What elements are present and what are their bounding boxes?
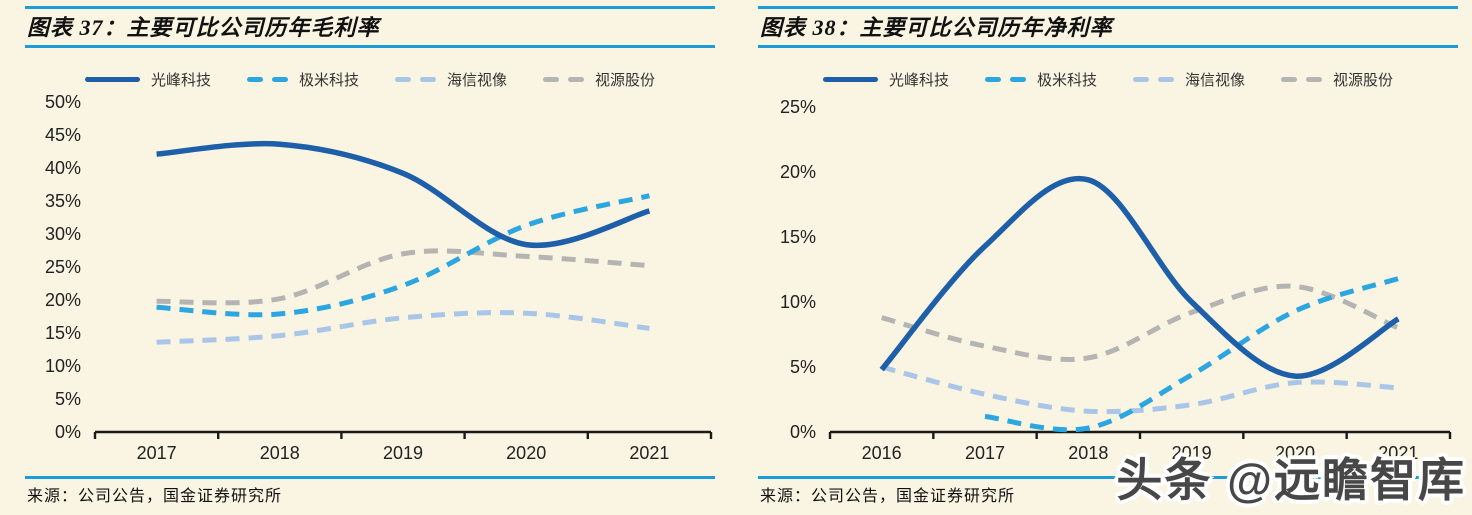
divider-top — [25, 6, 715, 9]
watermark: 头条 @远瞻智库 — [1116, 454, 1466, 506]
dashed-line-swatch — [984, 76, 1026, 82]
dashed-line-swatch — [246, 76, 288, 82]
divider-under-title — [758, 45, 1458, 48]
y-tick-label: 10% — [780, 292, 816, 312]
figure-38-title: 图表 38：主要可比公司历年净利率 — [760, 15, 1113, 40]
legend-label: 视源股份 — [595, 71, 656, 89]
x-tick-label: 2017 — [965, 443, 1005, 463]
y-tick-label: 0% — [790, 422, 816, 442]
y-tick-label: 50% — [45, 94, 81, 112]
y-tick-label: 0% — [55, 422, 81, 442]
x-tick-label: 2019 — [1172, 443, 1212, 463]
series-line-海信视像 — [156, 310, 650, 345]
legend-item-视源股份: 视源股份 — [543, 69, 655, 90]
y-tick-label: 35% — [45, 191, 81, 211]
legend-item-海信视像: 海信视像 — [395, 69, 507, 90]
y-tick-label: 10% — [45, 356, 81, 376]
figure-37: 图表 37：主要可比公司历年毛利率 光峰科技 极米科技 海信视像 视源股份 0% 5% 1… — [25, 0, 715, 515]
series-line-视源股份 — [156, 248, 650, 306]
legend-item-视源股份: 视源股份 — [1281, 69, 1393, 90]
solid-line-swatch — [822, 76, 878, 82]
legend-item-光峰科技: 光峰科技 — [84, 69, 211, 90]
legend-label: 极米科技 — [1036, 71, 1097, 89]
y-tick-label: 40% — [45, 158, 81, 178]
figure-37-title: 图表 37：主要可比公司历年毛利率 — [27, 15, 380, 40]
figure-38-legend: 光峰科技 极米科技 海信视像 视源股份 — [758, 68, 1458, 90]
divider-top — [758, 6, 1458, 9]
x-tick-label: 2018 — [1068, 443, 1108, 463]
series-line-极米科技 — [984, 276, 1400, 433]
series-line-极米科技 — [156, 193, 650, 318]
divider-bottom — [758, 476, 1458, 479]
x-tick-label: 2018 — [260, 443, 300, 463]
legend-item-海信视像: 海信视像 — [1133, 69, 1245, 90]
x-tick-label: 2019 — [383, 443, 423, 463]
legend-item-极米科技: 极米科技 — [984, 69, 1097, 90]
figure-37-source: 来源：公司公告，国金证券研究所 — [27, 488, 283, 505]
x-tick-label: 2021 — [629, 443, 669, 463]
x-tick-label: 2020 — [1275, 443, 1315, 463]
legend-label: 视源股份 — [1333, 71, 1394, 89]
series-line-光峰科技 — [879, 175, 1400, 379]
x-tick-label: 2020 — [506, 443, 546, 463]
legend-label: 海信视像 — [1185, 71, 1246, 89]
legend-item-极米科技: 极米科技 — [246, 69, 359, 90]
figure-38-source: 来源：公司公告，国金证券研究所 — [760, 488, 1016, 505]
y-tick-label: 45% — [45, 125, 81, 145]
y-tick-label: 15% — [780, 227, 816, 247]
y-tick-label: 5% — [55, 389, 81, 409]
y-tick-label: 15% — [45, 323, 81, 343]
dashed-line-swatch — [395, 76, 436, 82]
series-line-海信视像 — [881, 364, 1399, 415]
y-tick-label: 5% — [790, 357, 816, 377]
dashed-line-swatch — [1281, 76, 1323, 82]
series-line-视源股份 — [881, 283, 1400, 362]
divider-bottom — [25, 476, 715, 479]
figure-38-plot: 0% 5% 10% 15% 20% 25% 2016 2017 2018 2019 2020 2021 — [780, 97, 1452, 463]
y-tick-label: 20% — [780, 162, 816, 182]
legend-label: 海信视像 — [447, 71, 508, 89]
y-tick-label: 20% — [45, 290, 81, 310]
legend-label: 光峰科技 — [888, 71, 949, 89]
figure-37-plot: 0% 5% 10% 15% 20% 25% 30% 35% 40% 45% 50% 2017 2018 2… — [45, 94, 713, 463]
legend-label: 极米科技 — [298, 71, 359, 89]
series-line-光峰科技 — [156, 140, 651, 249]
legend-label: 光峰科技 — [150, 71, 211, 89]
dashed-line-swatch — [543, 76, 585, 82]
x-tick-label: 2017 — [137, 443, 177, 463]
figure-38: 图表 38：主要可比公司历年净利率 光峰科技 极米科技 海信视像 视源股份 0% 5% 1… — [758, 0, 1458, 515]
divider-under-title — [25, 45, 715, 48]
legend-item-光峰科技: 光峰科技 — [822, 69, 949, 90]
y-tick-label: 25% — [45, 257, 81, 277]
y-tick-label: 30% — [45, 224, 81, 244]
solid-line-swatch — [84, 76, 140, 82]
dashed-line-swatch — [1133, 76, 1174, 82]
x-tick-label: 2021 — [1378, 443, 1418, 463]
y-tick-label: 25% — [780, 97, 816, 117]
x-tick-label: 2016 — [862, 443, 902, 463]
figure-37-legend: 光峰科技 极米科技 海信视像 视源股份 — [25, 68, 715, 90]
